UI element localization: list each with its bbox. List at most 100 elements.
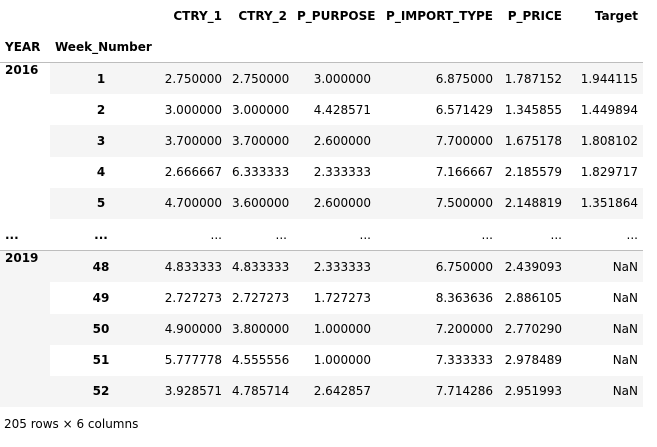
header-corner-cell xyxy=(50,0,152,31)
table-row: 5 4.700000 3.600000 2.600000 7.500000 2.… xyxy=(0,187,643,219)
table-cell: 1.727273 xyxy=(313,290,371,305)
table-cell: 2.185579 xyxy=(504,165,562,180)
column-header: P_PRICE xyxy=(507,8,562,23)
table-cell: 2.333333 xyxy=(292,250,376,283)
ellipsis-cell: ... xyxy=(481,227,493,242)
table-cell: 7.500000 xyxy=(376,187,498,219)
table-cell: 4.785714 xyxy=(227,375,292,408)
ellipsis-cell: ... xyxy=(275,227,287,242)
table-row: 4 2.666667 6.333333 2.333333 7.166667 2.… xyxy=(0,157,643,188)
table-cell: 1.345855 xyxy=(504,102,562,117)
table-cell: 7.714286 xyxy=(376,375,498,408)
week-index-cell: 2 xyxy=(96,102,106,117)
dataframe-table: CTRY_1 CTRY_2 P_PURPOSE P_IMPORT_TYPE P_… xyxy=(0,0,643,408)
ellipsis-row: ... ... ... ... ... ... ... ... xyxy=(0,218,643,251)
week-index-cell: 4 xyxy=(96,165,106,180)
dataframe-output: CTRY_1 CTRY_2 P_PURPOSE P_IMPORT_TYPE P_… xyxy=(0,0,643,408)
table-cell: 2.727273 xyxy=(164,290,222,305)
table-cell: 3.000000 xyxy=(232,102,290,117)
table-cell: 5.777778 xyxy=(164,353,222,368)
week-index-cell: 51 xyxy=(92,353,110,368)
table-cell: 2.148819 xyxy=(498,187,567,219)
column-header: P_IMPORT_TYPE xyxy=(386,8,493,23)
table-cell: 4.555556 xyxy=(232,353,290,368)
ellipsis-cell: ... xyxy=(0,218,50,251)
table-cell: 6.571429 xyxy=(435,102,493,117)
column-header: Target xyxy=(594,8,638,23)
ellipsis-cell: ... xyxy=(94,227,108,242)
table-cell: 2.951993 xyxy=(498,375,567,408)
table-cell: 2.642857 xyxy=(292,375,376,408)
table-cell: 1.787152 xyxy=(498,62,567,95)
table-body: 2016 1 2.750000 2.750000 3.000000 6.8750… xyxy=(0,61,643,408)
table-cell: 2.439093 xyxy=(498,250,567,283)
table-cell: 3.700000 xyxy=(152,125,227,157)
year-index-cell: 2016 xyxy=(0,61,50,219)
table-row: 2016 1 2.750000 2.750000 3.000000 6.8750… xyxy=(0,61,643,219)
week-index-cell: 50 xyxy=(50,313,152,345)
table-cell: 3.000000 xyxy=(292,62,376,95)
table-cell: 4.700000 xyxy=(152,187,227,219)
table-cell: 1.351864 xyxy=(567,187,643,219)
table-cell: 3.800000 xyxy=(227,313,292,345)
table-row: 52 3.928571 4.785714 2.642857 7.714286 2… xyxy=(0,375,643,408)
table-cell: 3.600000 xyxy=(227,187,292,219)
table-row: 49 2.727273 2.727273 1.727273 8.363636 2… xyxy=(0,282,643,313)
table-cell: 6.750000 xyxy=(376,250,498,283)
ellipsis-cell: ... xyxy=(210,227,222,242)
index-name-week: Week_Number xyxy=(55,39,152,54)
table-cell: 1.000000 xyxy=(292,313,376,345)
table-row: 2 3.000000 3.000000 4.428571 6.571429 1.… xyxy=(0,94,643,125)
ellipsis-cell: ... xyxy=(359,227,371,242)
index-name-row: YEAR Week_Number xyxy=(0,31,643,63)
table-row: 2019 48 4.833333 4.833333 2.333333 6.750… xyxy=(0,250,643,408)
week-index-cell: 3 xyxy=(50,125,152,157)
table-cell: 6.875000 xyxy=(376,62,498,95)
table-header: CTRY_1 CTRY_2 P_PURPOSE P_IMPORT_TYPE P_… xyxy=(0,0,643,63)
week-index-cell: 49 xyxy=(92,290,110,305)
table-cell: 4.900000 xyxy=(152,313,227,345)
table-cell: NaN xyxy=(567,375,643,408)
table-cell: 8.363636 xyxy=(435,290,493,305)
week-index-cell: 5 xyxy=(50,187,152,219)
table-cell: 2.600000 xyxy=(292,187,376,219)
table-cell: 2.770290 xyxy=(498,313,567,345)
column-header-row: CTRY_1 CTRY_2 P_PURPOSE P_IMPORT_TYPE P_… xyxy=(0,0,643,31)
table-cell: 7.200000 xyxy=(376,313,498,345)
table-cell: 2.750000 xyxy=(152,62,227,95)
table-row: 51 5.777778 4.555556 1.000000 7.333333 2… xyxy=(0,345,643,376)
table-cell: NaN xyxy=(567,313,643,345)
table-row: 50 4.900000 3.800000 1.000000 7.200000 2… xyxy=(0,313,643,345)
table-cell: 4.833333 xyxy=(152,250,227,283)
header-corner-cell xyxy=(0,0,50,31)
table-cell: NaN xyxy=(612,290,638,305)
table-cell: 7.700000 xyxy=(376,125,498,157)
table-cell: 1.808102 xyxy=(567,125,643,157)
table-cell: 1.449894 xyxy=(580,102,638,117)
table-cell: 2.600000 xyxy=(292,125,376,157)
table-cell: 1.675178 xyxy=(498,125,567,157)
table-cell: 3.700000 xyxy=(227,125,292,157)
table-cell: 2.750000 xyxy=(227,62,292,95)
ellipsis-cell: ... xyxy=(550,227,562,242)
table-cell: 2.886105 xyxy=(504,290,562,305)
week-index-cell: 48 xyxy=(50,250,152,283)
week-index-cell: 52 xyxy=(50,375,152,408)
week-index-cell: 1 xyxy=(50,62,152,95)
table-cell: 2.666667 xyxy=(164,165,222,180)
column-header: P_PURPOSE xyxy=(297,8,376,23)
table-cell: 4.833333 xyxy=(227,250,292,283)
table-cell: 1.000000 xyxy=(313,353,371,368)
table-cell: NaN xyxy=(567,250,643,283)
row-count-footer: 205 rows × 6 columns xyxy=(4,417,139,431)
table-cell: 1.829717 xyxy=(580,165,638,180)
table-cell: 7.333333 xyxy=(435,353,493,368)
table-cell: 3.928571 xyxy=(152,375,227,408)
table-cell: 4.428571 xyxy=(313,102,371,117)
table-row: 3 3.700000 3.700000 2.600000 7.700000 1.… xyxy=(0,125,643,157)
column-header: CTRY_1 xyxy=(173,8,222,23)
table-cell: NaN xyxy=(612,353,638,368)
year-index-cell: 2019 xyxy=(0,250,50,408)
table-cell: 6.333333 xyxy=(232,165,290,180)
index-name-year: YEAR xyxy=(5,39,41,54)
